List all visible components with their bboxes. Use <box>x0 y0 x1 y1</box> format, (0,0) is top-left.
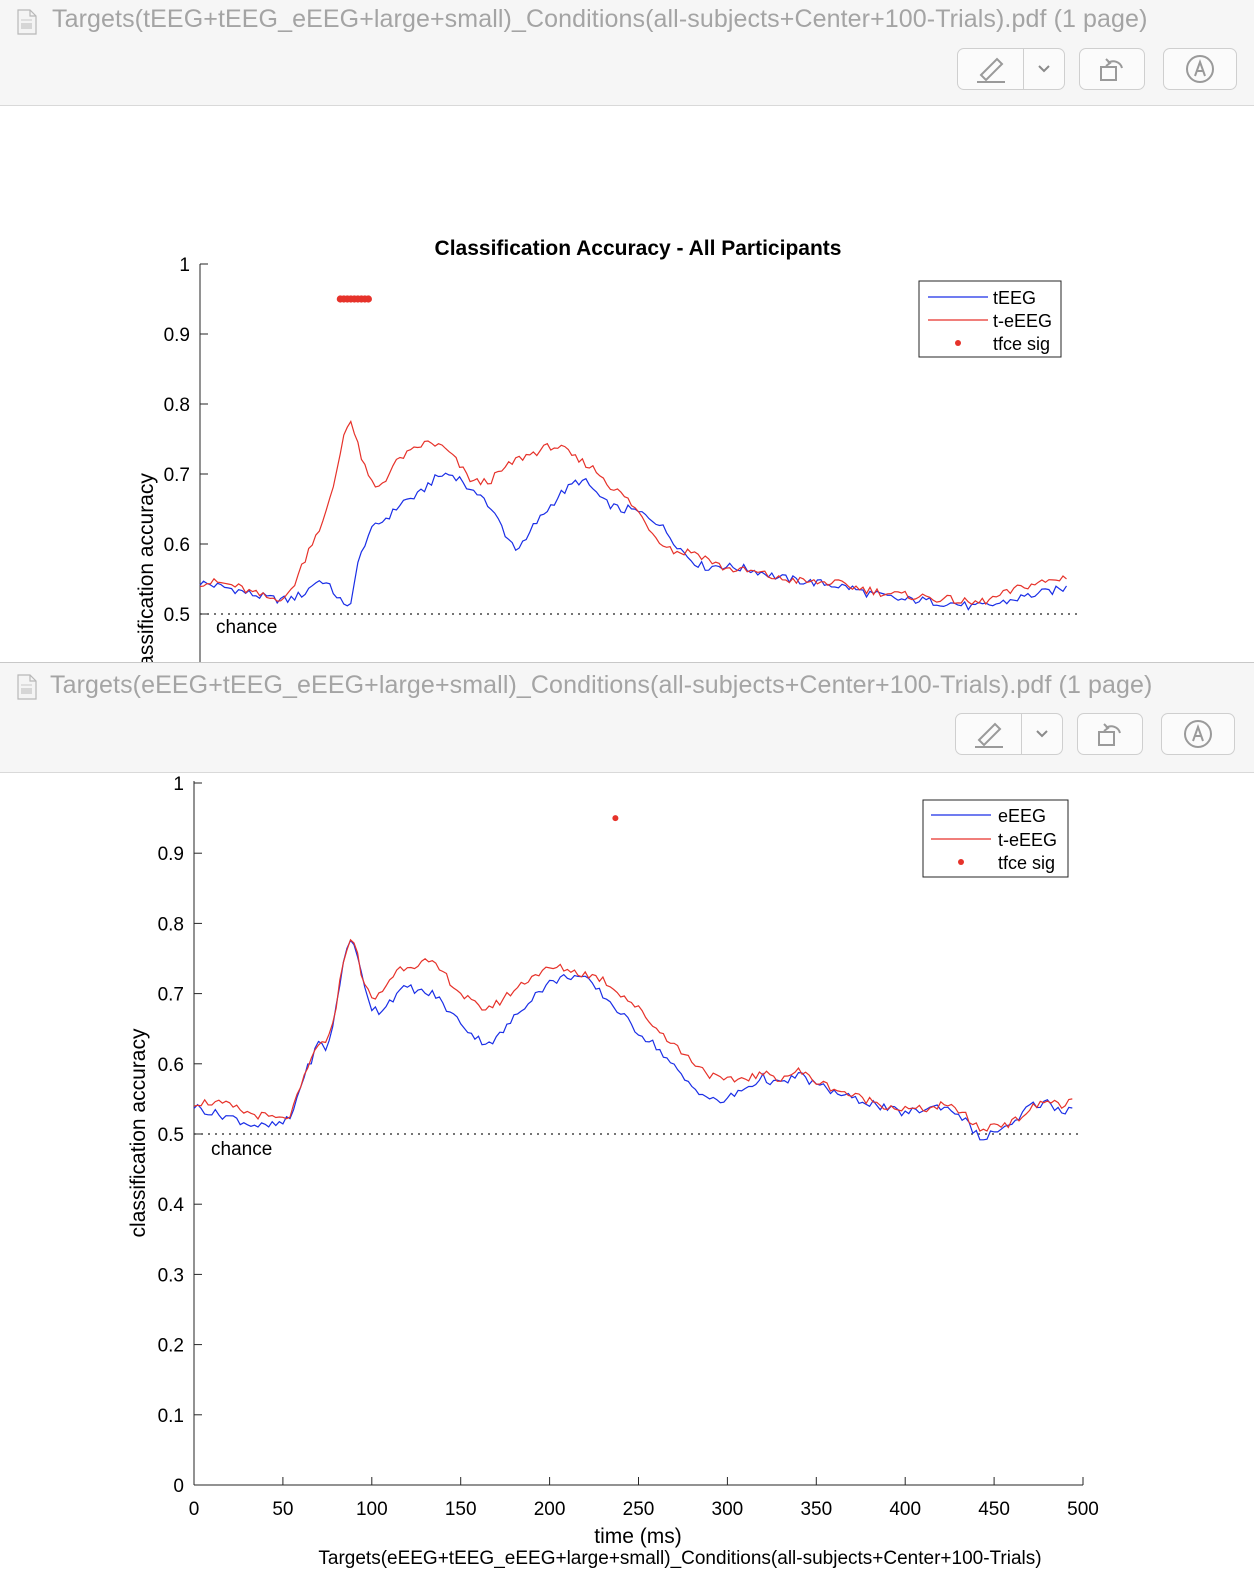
series-lines <box>199 420 1068 611</box>
chevron-down-icon <box>1036 730 1048 738</box>
tfce-sig-point <box>364 295 372 303</box>
x-tick-label: 450 <box>978 1499 1010 1520</box>
chance-label: chance <box>211 1139 272 1160</box>
pdf-page[interactable]: chance classification accuracy time (ms)… <box>0 773 1254 1571</box>
rotate-icon <box>1100 58 1123 81</box>
y-tick-label: 0.7 <box>164 465 190 486</box>
y-tick-label: 0.7 <box>158 985 184 1006</box>
markup-button-group <box>957 48 1065 90</box>
markup-button-group <box>955 713 1063 755</box>
title-bar[interactable]: Targets(eEEG+tEEG_eEEG+large+small)_Cond… <box>0 663 1254 773</box>
rotate-button[interactable] <box>1079 48 1145 90</box>
title-bar[interactable]: Targets(tEEG+tEEG_eEEG+large+small)_Cond… <box>0 0 1254 106</box>
legend: eEEG t-eEEG tfce sig <box>922 799 1069 878</box>
series-line-teeg <box>199 472 1068 611</box>
legend-swatch-tfce-sig <box>958 859 964 865</box>
x-tick-label: 500 <box>1067 1499 1099 1520</box>
chance-label: chance <box>216 617 277 638</box>
x-tick-label: 100 <box>356 1499 388 1520</box>
y-tick-label: 0.3 <box>158 1265 184 1286</box>
chart-title: Classification Accuracy - All Participan… <box>435 237 842 260</box>
y-tick-label: 0.9 <box>164 325 190 346</box>
markup-dropdown-button[interactable] <box>1022 714 1062 754</box>
x-tick-label: 50 <box>272 1499 293 1520</box>
pdf-document-icon <box>17 674 37 700</box>
y-axis-label: classification accuracy <box>127 1028 150 1237</box>
markup-button[interactable] <box>956 714 1022 754</box>
series-line-t-eeeg <box>193 938 1073 1132</box>
pdf-page[interactable]: Classification Accuracy - All Participan… <box>0 106 1254 662</box>
markup-pen-icon <box>976 57 1005 83</box>
tfce-sig-markers <box>336 295 372 303</box>
x-axis-ticks: 0 50 100 150 200 250 300 350 400 450 500 <box>189 1477 1099 1520</box>
window-title: Targets(eEEG+tEEG_eEEG+large+small)_Cond… <box>50 671 1153 699</box>
tfce-sig-point <box>612 815 619 822</box>
pdf-window-1: Targets(tEEG+tEEG_eEEG+large+small)_Cond… <box>0 0 1254 662</box>
x-tick-label: 250 <box>623 1499 655 1520</box>
series-lines <box>193 938 1073 1141</box>
legend: tEEG t-eEEG tfce sig <box>918 280 1062 358</box>
classification-accuracy-chart-1: Classification Accuracy - All Participan… <box>135 237 1077 662</box>
classification-accuracy-chart-2: chance classification accuracy time (ms)… <box>127 774 1099 1569</box>
y-tick-label: 0.2 <box>158 1336 184 1357</box>
legend-label-t-eeeg: t-eEEG <box>993 311 1052 331</box>
legend-label-teeg: tEEG <box>993 288 1036 308</box>
legend-label-tfce-sig: tfce sig <box>993 334 1050 354</box>
x-axis-label: time (ms) <box>594 1525 682 1548</box>
annotate-icon <box>1184 720 1212 748</box>
markup-dropdown-button[interactable] <box>1024 49 1064 89</box>
window-title: Targets(tEEG+tEEG_eEEG+large+small)_Cond… <box>52 5 1148 33</box>
y-tick-label: 0.8 <box>158 914 184 935</box>
series-line-eeeg <box>193 939 1073 1141</box>
y-tick-label: 1 <box>173 774 184 795</box>
y-tick-label: 0.6 <box>158 1055 184 1076</box>
x-tick-label: 400 <box>889 1499 921 1520</box>
annotate-button[interactable] <box>1163 48 1237 90</box>
y-tick-label: 0 <box>173 1476 184 1497</box>
rotate-button[interactable] <box>1077 713 1143 755</box>
y-axis-label: classification accuracy <box>135 473 158 662</box>
y-axis-ticks: 0.5 0.6 0.7 0.8 0.9 1 <box>164 255 208 626</box>
rotate-icon <box>1098 723 1121 746</box>
x-tick-label: 200 <box>534 1499 566 1520</box>
y-axis-ticks: 0 0.1 0.2 0.3 0.4 0.5 0.6 0.7 0.8 0.9 1 <box>158 774 202 1497</box>
legend-label-t-eeeg: t-eEEG <box>998 830 1057 850</box>
y-tick-label: 0.9 <box>158 844 184 865</box>
figure-caption: Targets(eEEG+tEEG_eEEG+large+small)_Cond… <box>318 1548 1041 1569</box>
legend-swatch-tfce-sig <box>955 340 961 346</box>
chevron-down-icon <box>1038 65 1050 73</box>
pdf-document-icon <box>17 9 37 35</box>
y-tick-label: 0.4 <box>158 1195 185 1216</box>
x-tick-label: 0 <box>189 1499 200 1520</box>
y-tick-label: 0.5 <box>164 605 190 626</box>
legend-box <box>918 280 1062 358</box>
x-tick-label: 150 <box>445 1499 477 1520</box>
annotate-icon <box>1186 55 1214 83</box>
y-tick-label: 0.1 <box>158 1406 184 1427</box>
y-tick-label: 0.8 <box>164 395 190 416</box>
annotate-button[interactable] <box>1161 713 1235 755</box>
x-tick-label: 300 <box>712 1499 744 1520</box>
legend-label-eeeg: eEEG <box>998 806 1046 826</box>
y-tick-label: 1 <box>179 255 190 276</box>
markup-button[interactable] <box>958 49 1024 89</box>
y-tick-label: 0.5 <box>158 1125 184 1146</box>
legend-label-tfce-sig: tfce sig <box>998 853 1055 873</box>
y-tick-label: 0.6 <box>164 535 190 556</box>
markup-pen-icon <box>974 722 1003 748</box>
series-line-t-eeeg <box>199 420 1067 606</box>
x-tick-label: 350 <box>800 1499 832 1520</box>
pdf-window-2: Targets(eEEG+tEEG_eEEG+large+small)_Cond… <box>0 662 1254 1571</box>
tfce-sig-markers <box>612 815 619 822</box>
